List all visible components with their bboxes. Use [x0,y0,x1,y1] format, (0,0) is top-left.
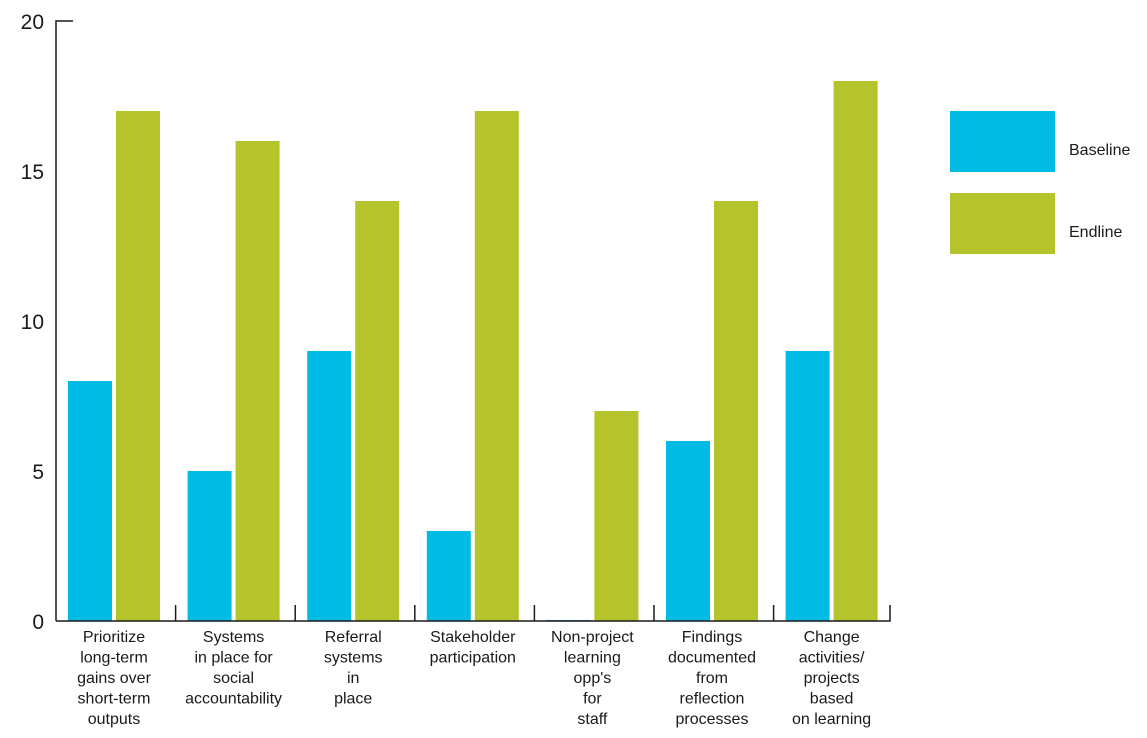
y-tick-label: 0 [32,611,44,634]
category-label-line: Change [804,629,860,646]
category-label-line: documented [668,650,756,667]
category-label: Referral systems in place [324,629,383,708]
y-tick-label: 15 [21,161,44,184]
legend-swatch-endline [950,193,1055,254]
bar-baseline [666,441,710,621]
bar-endline [355,201,400,621]
bar-endline [594,411,639,621]
category-label-line: accountability [185,691,282,708]
category-label-line: short-term [78,691,151,708]
category-label-line: Non-project [551,629,634,646]
category-label-line: activities/ [799,650,865,667]
y-tick-label: 20 [21,11,44,34]
category-label-line: Referral [325,629,382,646]
y-tick-labels: 0 5 10 15 20 [21,11,44,634]
category-label: Prioritize long-term gains over short-term o… [77,629,151,728]
category-label-line: learning [564,650,621,667]
category-label-line: opp's [574,670,612,687]
legend-label-endline: Endline [1069,224,1122,241]
x-axis [56,605,891,622]
category-label-line: place [334,691,372,708]
category-label: Findings documented from reflection processe… [668,629,756,728]
bar-baseline [68,381,112,621]
bar-endline [833,81,878,621]
category-label-line: staff [577,711,608,728]
category-label-line: participation [430,650,516,667]
category-label-line: systems [324,650,383,667]
category-label-line: outputs [88,711,140,728]
bar-baseline [187,471,232,621]
category-label-line: in place for [194,650,273,667]
legend-swatch-baseline [950,111,1055,172]
category-label-line: reflection [680,691,745,708]
bar-baseline [785,351,830,621]
legend-label-baseline: Baseline [1069,142,1130,159]
category-label-line: gains over [77,670,151,687]
category-label-line: on learning [792,711,871,728]
bar-baseline [426,531,471,621]
x-ticks [174,605,775,621]
category-label: Change activities/projects based on learnin… [792,629,871,728]
category-labels: Prioritize long-term gains over short-term o… [77,629,871,728]
bar-endline [235,141,280,621]
category-label-line: based [810,691,854,708]
category-label-line: long-term [80,650,148,667]
category-label-line: projects [804,670,860,687]
bar-endline [474,111,519,621]
legend: Baseline Endline [950,111,1130,254]
category-label: Systems in place for social accountability [185,629,282,708]
category-label-line: Systems [203,629,264,646]
category-label-line: Stakeholder [430,629,516,646]
bars [68,81,878,621]
axes [55,20,891,622]
category-label-line: Prioritize [83,629,145,646]
category-label-line: social [213,670,254,687]
category-label: Stakeholder participation [430,629,517,667]
y-axis [55,20,73,621]
bar-endline [714,201,758,621]
category-label-line: from [696,670,728,687]
category-label-line: processes [676,711,749,728]
category-label-line: Findings [682,629,742,646]
category-label: Non-project learning opp's for staff [551,629,634,728]
category-label-line: for [583,691,602,708]
bar-endline [116,111,160,621]
bar-baseline [307,351,352,621]
y-tick-label: 10 [21,311,44,334]
y-tick-label: 5 [32,461,44,484]
category-label-line: in [347,670,359,687]
